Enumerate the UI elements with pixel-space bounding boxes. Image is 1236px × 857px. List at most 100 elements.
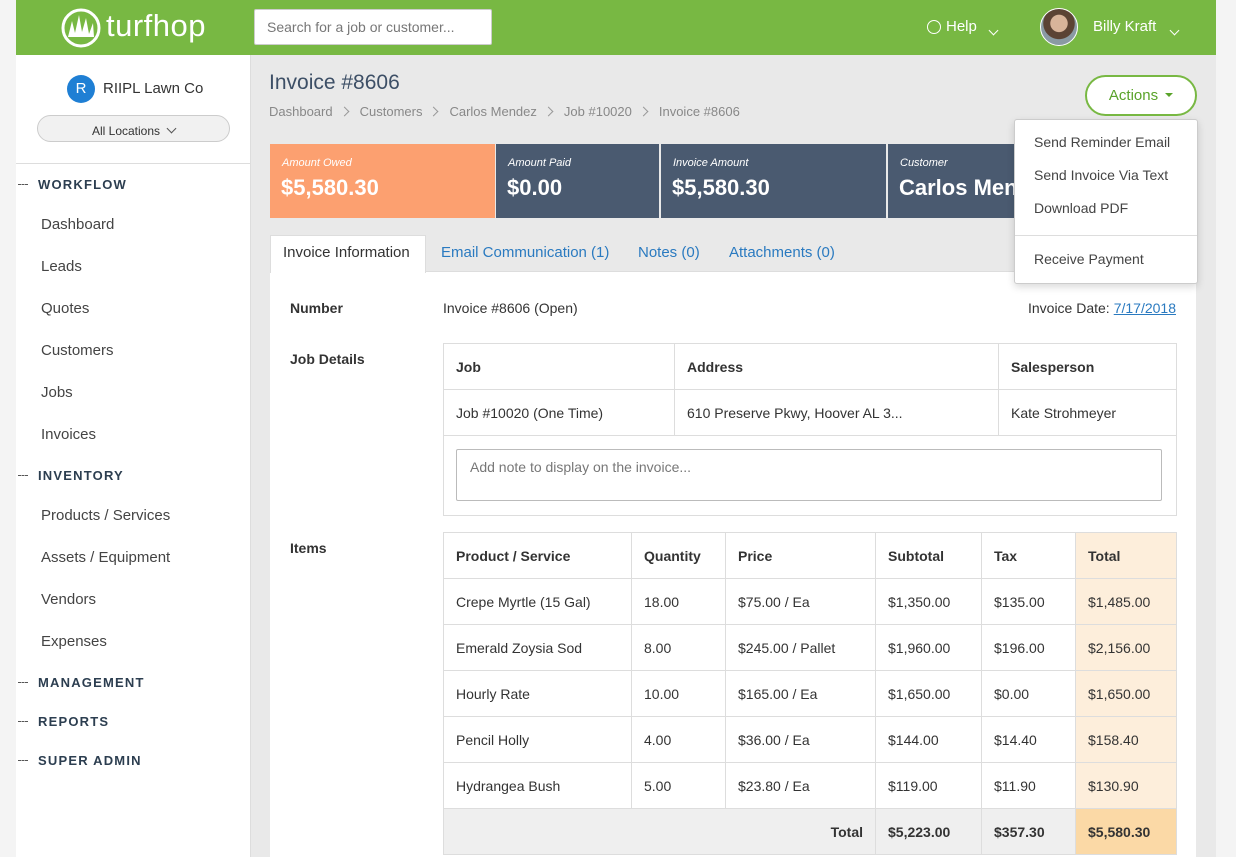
- tab[interactable]: Notes (0): [638, 244, 700, 261]
- items-header: Product / Service: [443, 532, 632, 579]
- total-value: $5,223.00: [875, 808, 982, 855]
- items-header-row: Product / Service Quantity Price Subtotal Ta…: [443, 532, 1177, 579]
- nav-item[interactable]: Customers: [41, 341, 114, 359]
- total-value: $5,580.30: [1075, 808, 1177, 855]
- job-details-label: Job Details: [290, 351, 365, 367]
- items-header: Subtotal: [875, 532, 982, 579]
- date-label: Invoice Date:: [1027, 300, 1110, 316]
- total-label: Total: [443, 808, 876, 855]
- job-cell: Job #10020 (One Time): [443, 389, 675, 436]
- section-dash: [18, 183, 28, 185]
- note-cell: [443, 435, 1177, 516]
- number-label: Number: [290, 300, 343, 316]
- item-cell: Emerald Zoysia Sod: [443, 624, 632, 671]
- item-row: Emerald Zoysia Sod 8.00 $245.00 / Pallet $1…: [443, 624, 1177, 671]
- breadcrumb-separator: [543, 106, 554, 117]
- logo-text[interactable]: turfhop: [106, 8, 207, 43]
- section-title[interactable]: SUPER ADMIN: [38, 752, 142, 768]
- page-title: Invoice #8606: [269, 71, 400, 94]
- breadcrumb[interactable]: Job #10020: [563, 104, 632, 119]
- item-cell: $130.90: [1075, 762, 1177, 809]
- breadcrumb[interactable]: Invoice #8606: [658, 104, 740, 119]
- location-chevron: [166, 116, 177, 141]
- logo-icon: [61, 8, 101, 48]
- items-table: Product / Service Quantity Price Subtotal Ta…: [443, 532, 1177, 855]
- number-value: Invoice #8606 (Open): [443, 300, 578, 316]
- summary-label: Customer: [900, 157, 948, 169]
- company-name: RIIPL Lawn Co: [103, 80, 204, 97]
- search-box[interactable]: Search for a job or customer...: [254, 9, 492, 45]
- help-icon: [927, 20, 941, 34]
- tab[interactable]: Email Communication (1): [441, 244, 610, 261]
- nav-item[interactable]: Invoices: [41, 425, 97, 443]
- job-header: Address: [674, 343, 999, 390]
- date-link[interactable]: 7/17/2018: [1113, 300, 1176, 316]
- total-value: $357.30: [981, 808, 1076, 855]
- item-cell: $1,350.00: [875, 578, 982, 625]
- breadcrumb[interactable]: Carlos Mendez: [449, 104, 537, 119]
- section-title[interactable]: INVENTORY: [38, 467, 124, 483]
- section-title[interactable]: REPORTS: [38, 713, 110, 729]
- tab-label[interactable]: Invoice Information: [283, 244, 410, 261]
- summary-value: $5,580.30: [672, 175, 770, 200]
- sidebar: [16, 55, 251, 857]
- item-cell: $0.00: [981, 670, 1076, 717]
- summary-label: Amount Owed: [282, 157, 352, 169]
- nav-item[interactable]: Vendors: [41, 590, 97, 608]
- items-header: Price: [725, 532, 876, 579]
- job-cell: 610 Preserve Pkwy, Hoover AL 3...: [674, 389, 999, 436]
- item-cell: $75.00 / Ea: [725, 578, 876, 625]
- section-title[interactable]: WORKFLOW: [38, 176, 128, 192]
- item-cell: $144.00: [875, 716, 982, 763]
- summary-card: Amount Owed $5,580.30: [270, 144, 495, 218]
- item-cell: Pencil Holly: [443, 716, 632, 763]
- user-chevron: [1169, 21, 1181, 36]
- location-select[interactable]: All Locations: [37, 115, 230, 142]
- item-cell: $135.00: [981, 578, 1076, 625]
- note-row: [443, 435, 1177, 516]
- menu-item[interactable]: Download PDF: [1034, 200, 1129, 216]
- actions-caret: [1165, 93, 1174, 97]
- item-cell: Crepe Myrtle (15 Gal): [443, 578, 632, 625]
- menu-item[interactable]: Send Invoice Via Text: [1034, 167, 1169, 183]
- breadcrumb[interactable]: Customers: [359, 104, 423, 119]
- user-name[interactable]: Billy Kraft: [1093, 18, 1157, 35]
- note-input[interactable]: Add note to display on the invoice...: [456, 449, 1162, 501]
- item-cell: 10.00: [631, 670, 726, 717]
- nav-item[interactable]: Assets / Equipment: [41, 548, 171, 566]
- job-row: Job #10020 (One Time) 610 Preserve Pkwy, …: [443, 389, 1177, 436]
- nav-item[interactable]: Products / Services: [41, 506, 171, 524]
- active-tab[interactable]: [270, 235, 426, 273]
- nav-item[interactable]: Quotes: [41, 299, 90, 317]
- sidebar-divider: [16, 163, 251, 164]
- tab[interactable]: Attachments (0): [729, 244, 835, 261]
- breadcrumb-separator: [638, 106, 649, 117]
- section-dash: [18, 759, 28, 761]
- summary-value: $0.00: [507, 175, 563, 200]
- section-dash: [18, 681, 28, 683]
- nav-item[interactable]: Leads: [41, 257, 82, 275]
- item-cell: 5.00: [631, 762, 726, 809]
- item-cell: $2,156.00: [1075, 624, 1177, 671]
- job-table: Job Address Salesperson Job #10020 (One Tim…: [443, 343, 1177, 516]
- items-header: Quantity: [631, 532, 726, 579]
- menu-divider: [1015, 235, 1197, 236]
- item-cell: $1,960.00: [875, 624, 982, 671]
- avatar[interactable]: [1040, 8, 1078, 46]
- menu-item[interactable]: Send Reminder Email: [1034, 134, 1171, 150]
- nav-item[interactable]: Jobs: [41, 383, 73, 401]
- actions-button[interactable]: Actions: [1085, 75, 1197, 116]
- summary-label: Invoice Amount: [673, 157, 749, 169]
- item-cell: $1,485.00: [1075, 578, 1177, 625]
- section-title[interactable]: MANAGEMENT: [38, 674, 145, 690]
- item-row: Crepe Myrtle (15 Gal) 18.00 $75.00 / Ea $1,…: [443, 578, 1177, 625]
- actions-menu: Send Reminder Email Send Invoice Via Text…: [1014, 119, 1198, 284]
- item-cell: $1,650.00: [1075, 670, 1177, 717]
- menu-item[interactable]: Receive Payment: [1034, 251, 1144, 267]
- nav-item[interactable]: Dashboard: [41, 215, 115, 233]
- nav-item[interactable]: Expenses: [41, 632, 107, 650]
- breadcrumb[interactable]: Dashboard: [269, 104, 333, 119]
- item-cell: $1,650.00: [875, 670, 982, 717]
- item-cell: 4.00: [631, 716, 726, 763]
- help-text[interactable]: Help: [946, 18, 977, 35]
